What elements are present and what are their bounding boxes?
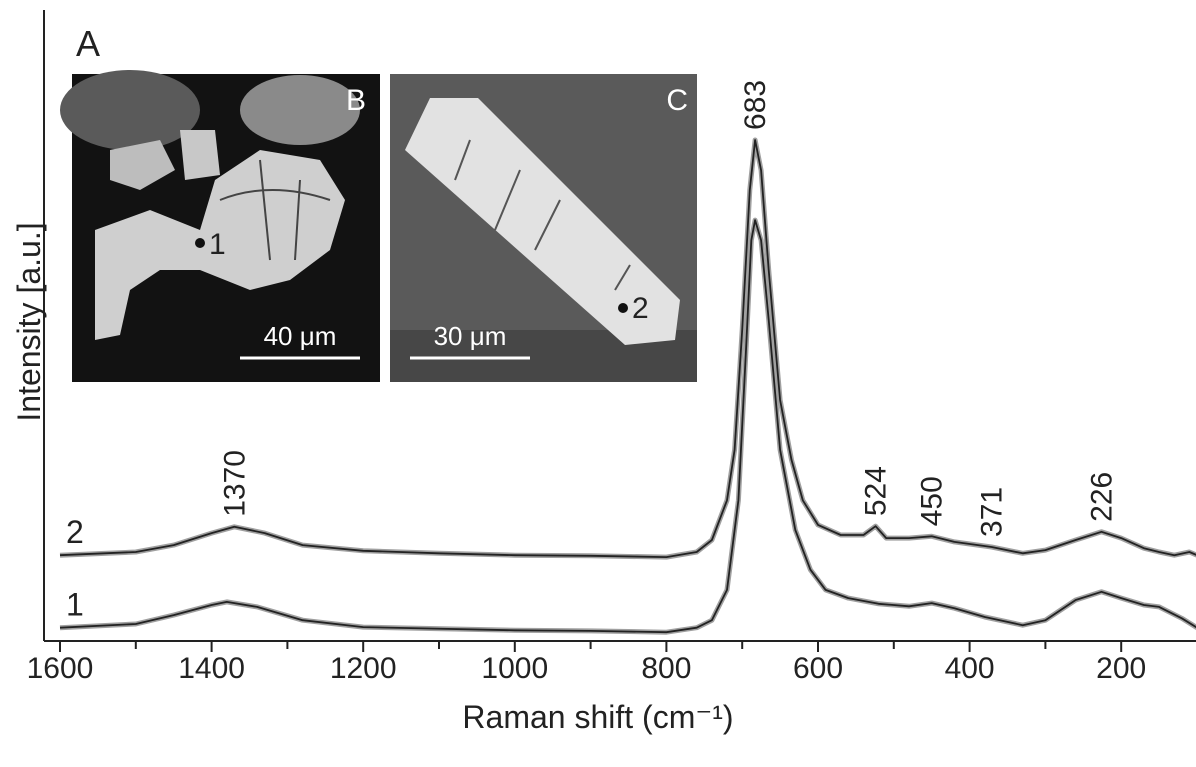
inset-label: B (346, 84, 366, 117)
peak-label: 226 (1085, 472, 1118, 522)
peak-label: 450 (916, 476, 949, 526)
inset-point: 1 (209, 228, 226, 261)
x-tick-label: 1400 (178, 652, 245, 685)
scale-bar-label: 30 μm (434, 321, 507, 351)
inset-b (60, 70, 380, 382)
peak-label: 524 (860, 466, 893, 516)
y-axis-title: Intensity [a.u.] (11, 222, 47, 421)
inset-point: 2 (632, 292, 649, 325)
panel-label: A (76, 23, 100, 64)
inset-c (390, 74, 697, 382)
x-tick-label: 400 (945, 652, 995, 685)
x-tick-label: 1600 (27, 652, 94, 685)
x-tick-label: 1200 (330, 652, 397, 685)
x-tick-label: 200 (1096, 652, 1146, 685)
peak-label: 371 (976, 487, 1009, 537)
x-axis-title: Raman shift (cm⁻¹) (462, 699, 733, 735)
x-tick-label: 800 (641, 652, 691, 685)
series-label: 2 (66, 514, 84, 550)
peak-label: 1370 (218, 450, 251, 517)
series-label: 1 (66, 587, 84, 623)
scale-bar-label: 40 μm (264, 321, 337, 351)
x-tick-label: 600 (793, 652, 843, 685)
spectrum-fit (59, 219, 1196, 634)
peak-label: 683 (739, 80, 772, 130)
x-tick-label: 1000 (481, 652, 548, 685)
spectrum-fit (59, 139, 1196, 558)
inset-label: C (666, 84, 688, 117)
